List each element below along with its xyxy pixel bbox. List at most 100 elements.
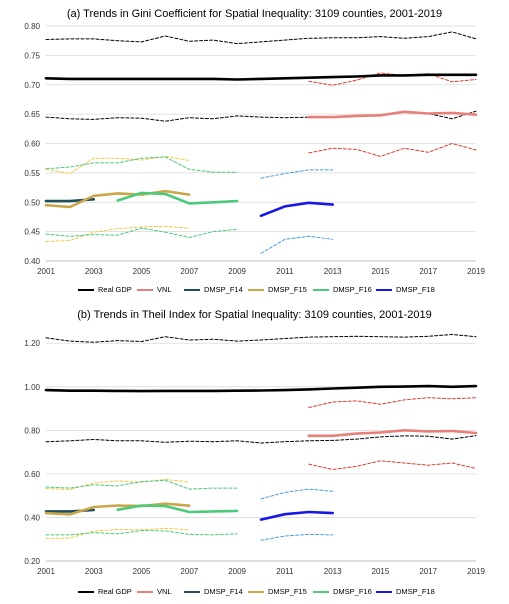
legend-label: DMSP_F14 [204,285,243,294]
series-line-dmsp-f18-lower-band [260,533,334,541]
legend-swatch [137,591,153,594]
series-line-vnl [307,110,478,119]
legend-swatch [376,591,392,594]
series-line-vnl [307,429,478,438]
chart-a-plot: 0.40 0.45 0.50 0.55 0.60 0.65 0.70 0.75 0.80 2001… [24,22,485,276]
legend-label: DMSP_F15 [268,587,307,596]
legend-swatch [248,289,264,292]
series-line-real-gdp-lower-band [45,435,477,444]
legend-swatch [78,289,94,292]
y-tick-label: 0.75 [24,51,40,60]
y-tick-label: 0.40 [24,257,40,266]
series-line-dmsp-f18 [259,510,335,521]
x-tick-label: 2013 [324,567,342,576]
legend-item: VNL [137,586,172,598]
legend-item: DMSP_F16 [313,284,372,296]
series-line-dmsp-f15 [44,502,191,516]
legend-label: Real GDP [98,285,132,294]
x-tick-label: 2009 [228,567,246,576]
chart-a-legend: Real GDP VNL DMSP_F14 DMSP_F15 DMSP_F16 DMSP_… [0,284,509,296]
legend-item: DMSP_F15 [248,586,307,598]
legend-item: DMSP_F18 [376,586,435,598]
legend-label: DMSP_F16 [333,285,372,294]
series-line-dmsp-f18 [259,201,335,218]
y-tick-label: 0.80 [24,426,40,435]
legend-item: DMSP_F16 [313,586,372,598]
x-tick-label: 2019 [467,567,485,576]
y-tick-label: 0.60 [24,140,40,149]
x-tick-label: 2009 [228,267,246,276]
series-line-dmsp-f18-upper-band [260,169,334,179]
chart-b-title: (b) Trends in Theil Index for Spatial In… [77,309,432,321]
x-tick-label: 2013 [324,267,342,276]
legend-item: DMSP_F18 [376,284,435,296]
series-line-dmsp-f15-lower-band [45,527,190,540]
x-tick-label: 2015 [372,567,390,576]
x-tick-label: 2001 [37,567,55,576]
legend-swatch [376,289,392,292]
legend-item: DMSP_F14 [184,586,243,598]
legend-swatch [184,289,200,292]
legend-item: Real GDP [78,586,132,598]
series-line-dmsp-f16 [116,191,239,205]
legend-swatch [184,591,200,594]
legend-label: DMSP_F18 [396,285,435,294]
x-tick-label: 2011 [276,567,294,576]
legend-item: DMSP_F14 [184,284,243,296]
legend-item: DMSP_F15 [248,284,307,296]
series-line-vnl-lower-band [308,143,477,157]
x-tick-label: 2017 [419,567,437,576]
x-tick-label: 2011 [276,267,294,276]
y-tick-label: 0.60 [24,470,40,479]
y-tick-label: 0.80 [24,22,40,31]
legend-item: Real GDP [78,284,132,296]
series-line-dmsp-f16 [116,504,239,514]
series-line-real-gdp-lower-band [45,110,477,122]
legend-label: DMSP_F16 [333,587,372,596]
series-line-vnl-lower-band [308,460,477,470]
x-tick-label: 2001 [37,267,55,276]
legend-label: VNL [157,587,172,596]
y-tick-label: 0.70 [24,81,40,90]
y-tick-label: 1.20 [24,339,40,348]
x-tick-label: 2003 [85,267,103,276]
chart-a-title: (a) Trends in Gini Coefficient for Spati… [66,8,443,20]
x-tick-label: 2003 [85,567,103,576]
legend-label: VNL [157,285,172,294]
chart-b-legend: Real GDP VNL DMSP_F14 DMSP_F15 DMSP_F16 DMSP_… [0,586,509,598]
legend-swatch [248,591,264,594]
series-line-dmsp-f15-upper-band [45,155,190,174]
y-tick-label: 0.55 [24,169,40,178]
series-line-real-gdp-upper-band [45,334,477,343]
series-line-dmsp-f15-upper-band [45,478,190,491]
x-tick-label: 2015 [372,267,390,276]
series-line-dmsp-f15 [44,189,191,209]
legend-swatch [313,289,329,292]
series-line-real-gdp [44,73,478,81]
legend-label: DMSP_F15 [268,285,307,294]
series-line-dmsp-f18-lower-band [260,235,334,254]
chart-b-plot: 0.20 0.40 0.60 0.80 1.00 1.20 2001 2003 2005 2007… [24,334,485,576]
series-line-vnl-upper-band [308,397,477,408]
x-tick-label: 2007 [180,267,198,276]
x-tick-label: 2005 [133,267,151,276]
y-tick-label: 1.00 [24,383,40,392]
y-tick-label: 0.45 [24,228,40,237]
series-line-dmsp-f16-lower-band [45,530,238,536]
series-line-dmsp-f16-upper-band [45,156,238,173]
legend-swatch [313,591,329,594]
x-tick-label: 2019 [467,267,485,276]
series-line-dmsp-f18-upper-band [260,488,334,500]
series-line-dmsp-f16-upper-band [45,479,238,490]
y-tick-label: 0.65 [24,110,40,119]
legend-label: DMSP_F14 [204,587,243,596]
series-line-dmsp-f15-lower-band [45,225,190,243]
series-line-real-gdp-upper-band [45,31,477,45]
legend-swatch [78,591,94,594]
series-line-real-gdp [44,384,478,393]
legend-item: VNL [137,284,172,296]
series-line-dmsp-f16-lower-band [45,227,238,238]
y-tick-label: 0.40 [24,513,40,522]
legend-label: DMSP_F18 [396,587,435,596]
x-tick-label: 2007 [180,567,198,576]
